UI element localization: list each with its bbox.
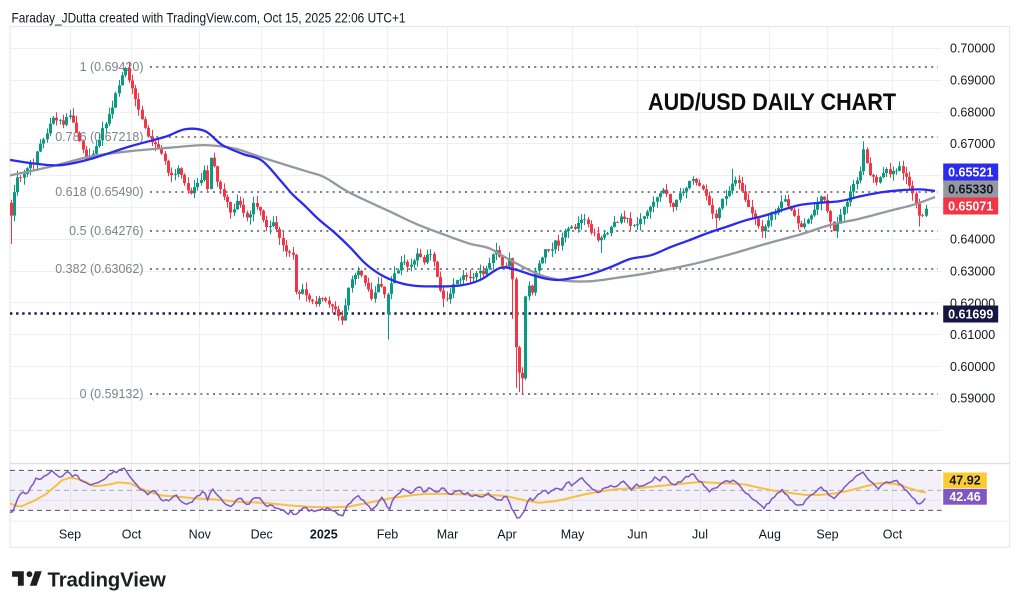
svg-text:Oct: Oct [122, 528, 142, 542]
svg-text:0.68000: 0.68000 [950, 105, 995, 119]
svg-text:0.63000: 0.63000 [950, 264, 995, 278]
svg-text:42.46: 42.46 [949, 490, 980, 504]
svg-text:Mar: Mar [437, 528, 459, 542]
svg-text:May: May [561, 528, 585, 542]
svg-text:0.618 (0.65490): 0.618 (0.65490) [55, 185, 143, 199]
svg-text:2025: 2025 [310, 528, 338, 542]
svg-text:0.64000: 0.64000 [950, 233, 995, 247]
svg-text:Jun: Jun [627, 528, 647, 542]
svg-text:Jul: Jul [692, 528, 708, 542]
svg-text:0.65521: 0.65521 [948, 165, 993, 179]
svg-text:0.60000: 0.60000 [950, 360, 995, 374]
svg-text:AUD/USD DAILY CHART: AUD/USD DAILY CHART [648, 89, 896, 116]
svg-text:Nov: Nov [189, 528, 212, 542]
svg-text:0.5 (0.64276): 0.5 (0.64276) [69, 224, 143, 238]
svg-text:Feb: Feb [377, 528, 399, 542]
svg-text:0 (0.59132): 0 (0.59132) [80, 387, 144, 401]
svg-text:0.61699: 0.61699 [948, 307, 993, 321]
svg-text:Apr: Apr [497, 528, 516, 542]
svg-text:Faraday_JDutta created with Tr: Faraday_JDutta created with TradingView.… [12, 10, 406, 26]
svg-text:Dec: Dec [251, 528, 273, 542]
svg-text:Sep: Sep [816, 528, 838, 542]
svg-text:0.61000: 0.61000 [950, 328, 995, 342]
svg-text:0.65330: 0.65330 [948, 182, 993, 196]
svg-text:0.70000: 0.70000 [950, 42, 995, 56]
svg-text:0.382 (0.63062): 0.382 (0.63062) [55, 262, 143, 276]
svg-text:47.92: 47.92 [949, 474, 980, 488]
svg-text:1 (0.69420): 1 (0.69420) [80, 60, 144, 74]
svg-text:0.65071: 0.65071 [948, 199, 993, 213]
svg-text:TradingView: TradingView [48, 569, 166, 592]
svg-text:Aug: Aug [759, 528, 781, 542]
svg-text:Sep: Sep [59, 528, 81, 542]
svg-text:0.59000: 0.59000 [950, 392, 995, 406]
svg-text:Oct: Oct [883, 528, 903, 542]
svg-text:0.69000: 0.69000 [950, 74, 995, 88]
svg-text:0.67000: 0.67000 [950, 137, 995, 151]
